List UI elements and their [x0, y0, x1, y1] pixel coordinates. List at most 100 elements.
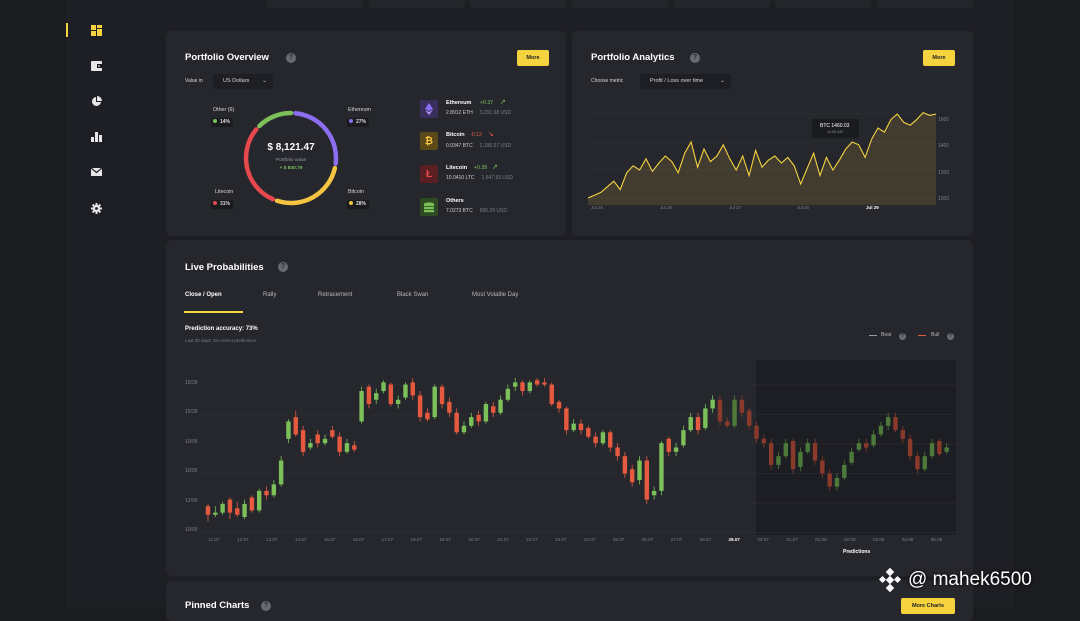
mail-icon[interactable]: [89, 165, 103, 179]
candle-body[interactable]: [849, 451, 854, 463]
analytics-more-button[interactable]: More: [923, 50, 955, 66]
candle-body[interactable]: [491, 406, 496, 413]
candle-body[interactable]: [359, 391, 364, 422]
donut-slice-ethereum[interactable]: [293, 110, 339, 166]
candle-body[interactable]: [907, 438, 913, 457]
candle-body[interactable]: [673, 447, 679, 452]
candle-body[interactable]: [651, 490, 657, 496]
candle-body[interactable]: [842, 464, 847, 478]
candle-body[interactable]: [534, 380, 540, 385]
candle-body[interactable]: [352, 445, 357, 450]
candle-body[interactable]: [820, 460, 825, 474]
candle-body[interactable]: [805, 443, 810, 452]
candle-body[interactable]: [271, 484, 277, 496]
tab-black-swan[interactable]: Black Swan: [397, 292, 429, 298]
candle-body[interactable]: [571, 423, 576, 431]
candle-body[interactable]: [834, 477, 840, 487]
tab-rally[interactable]: Rally: [263, 292, 277, 298]
candle-body[interactable]: [666, 438, 671, 452]
candle-body[interactable]: [330, 430, 335, 437]
candle-body[interactable]: [322, 438, 328, 444]
candle-body[interactable]: [768, 443, 774, 465]
candle-body[interactable]: [505, 388, 511, 400]
candle-body[interactable]: [710, 399, 715, 409]
donut-slice-litecoin[interactable]: [243, 127, 276, 202]
pie-chart-icon[interactable]: [89, 94, 103, 108]
candle-body[interactable]: [922, 456, 927, 470]
candle-body[interactable]: [447, 401, 452, 413]
candle-body[interactable]: [732, 399, 737, 426]
candle-body[interactable]: [878, 425, 884, 435]
candle-body[interactable]: [703, 408, 708, 428]
donut-slice-bitcoin[interactable]: [274, 165, 338, 206]
candle-body[interactable]: [476, 414, 481, 422]
candle-body[interactable]: [286, 421, 291, 439]
candle-body[interactable]: [410, 382, 415, 396]
dashboard-icon[interactable]: [89, 23, 103, 37]
candle-body[interactable]: [725, 421, 730, 426]
candle-body[interactable]: [520, 382, 525, 392]
candle-body[interactable]: [249, 497, 255, 511]
candle-body[interactable]: [556, 401, 562, 409]
candle-body[interactable]: [498, 399, 503, 413]
candle-body[interactable]: [264, 490, 269, 496]
candle-body[interactable]: [425, 412, 430, 420]
candle-body[interactable]: [864, 443, 869, 448]
candle-body[interactable]: [695, 417, 701, 431]
help-icon[interactable]: ?: [947, 333, 954, 340]
metric-select[interactable]: Profit / Loss over time ⌄: [640, 74, 731, 89]
help-icon[interactable]: ?: [278, 262, 288, 272]
donut-slice-other[interactable]: [257, 110, 294, 129]
candle-body[interactable]: [747, 410, 752, 426]
candle-body[interactable]: [717, 399, 723, 422]
candle-body[interactable]: [754, 425, 759, 439]
candle-body[interactable]: [432, 386, 437, 418]
candle-body[interactable]: [213, 512, 218, 515]
candle-body[interactable]: [220, 503, 225, 513]
candle-body[interactable]: [527, 382, 533, 392]
candle-body[interactable]: [586, 427, 591, 437]
candle-body[interactable]: [469, 417, 474, 426]
candle-body[interactable]: [344, 443, 350, 452]
candle-body[interactable]: [293, 417, 298, 435]
candle-body[interactable]: [615, 447, 620, 457]
candle-body[interactable]: [549, 384, 554, 405]
candle-body[interactable]: [227, 499, 233, 513]
candle-body[interactable]: [644, 460, 650, 500]
candle-body[interactable]: [366, 386, 372, 405]
candle-body[interactable]: [783, 443, 788, 457]
candle-body[interactable]: [688, 417, 693, 431]
candle-body[interactable]: [593, 436, 598, 444]
overview-more-button[interactable]: More: [517, 50, 549, 66]
candle-body[interactable]: [827, 473, 832, 487]
candle-body[interactable]: [600, 432, 606, 444]
candle-body[interactable]: [256, 490, 262, 511]
candle-body[interactable]: [439, 386, 445, 405]
candle-body[interactable]: [900, 430, 906, 439]
candle-body[interactable]: [564, 408, 569, 431]
candle-body[interactable]: [776, 456, 781, 465]
tab-close-open[interactable]: Close / Open: [185, 292, 222, 298]
help-icon[interactable]: ?: [690, 53, 700, 63]
candle-body[interactable]: [395, 399, 401, 405]
candle-body[interactable]: [374, 393, 379, 400]
help-icon[interactable]: ?: [899, 333, 906, 340]
candle-body[interactable]: [381, 382, 386, 392]
candle-body[interactable]: [856, 443, 862, 450]
candle-body[interactable]: [337, 436, 342, 452]
candle-body[interactable]: [812, 443, 818, 461]
candle-body[interactable]: [417, 395, 423, 418]
help-icon[interactable]: ?: [286, 53, 296, 63]
tab-retracement[interactable]: Retracement: [318, 292, 353, 298]
wallet-icon[interactable]: [89, 59, 103, 73]
candle-body[interactable]: [578, 423, 584, 431]
candle-body[interactable]: [608, 432, 613, 448]
candle-body[interactable]: [403, 384, 408, 398]
candle-body[interactable]: [871, 434, 876, 446]
candle-body[interactable]: [235, 508, 240, 515]
gear-icon[interactable]: [89, 201, 103, 215]
candle-body[interactable]: [929, 443, 935, 457]
help-icon[interactable]: ?: [261, 601, 271, 611]
candle-body[interactable]: [512, 382, 518, 387]
candle-body[interactable]: [454, 412, 459, 433]
